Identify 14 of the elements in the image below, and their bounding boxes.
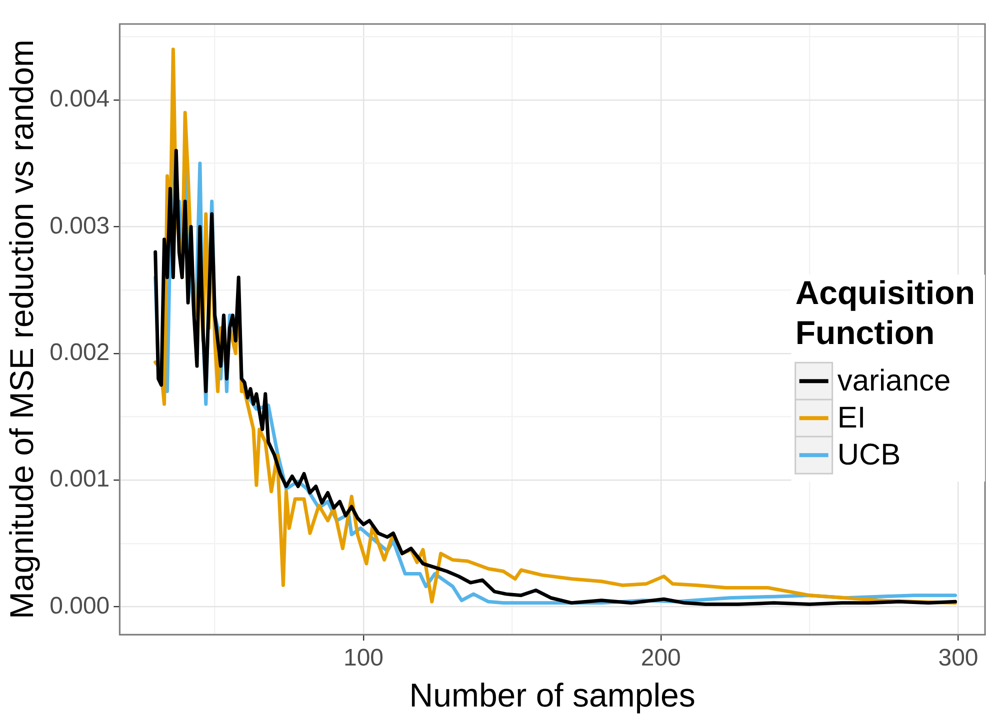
legend-label: variance [837, 364, 951, 398]
x-tick-label: 200 [640, 644, 681, 672]
legend-label: EI [837, 401, 866, 434]
y-axis-title: Magnitude of MSE reduction vs random [2, 39, 40, 620]
x-axis-title: Number of samples [409, 676, 696, 714]
y-tick-label: 0.004 [50, 86, 110, 113]
legend-label: UCB [837, 438, 901, 472]
y-tick-label: 0.000 [50, 592, 110, 620]
x-tick-label: 300 [938, 644, 978, 672]
y-tick-label: 0.001 [50, 466, 110, 493]
legend-title: Acquisition Function [795, 274, 976, 352]
x-tick-label: 100 [343, 644, 384, 672]
y-tick-label: 0.003 [50, 212, 110, 240]
y-tick-label: 0.002 [50, 338, 110, 366]
